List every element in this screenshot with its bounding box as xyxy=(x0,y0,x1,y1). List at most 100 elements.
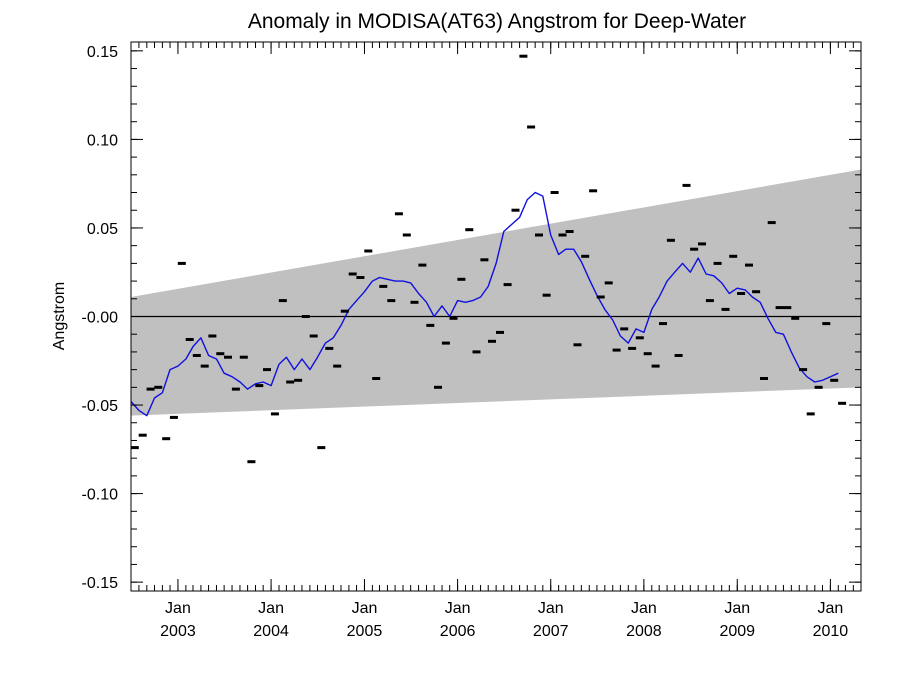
x-tick-month: Jan xyxy=(258,600,284,617)
data-point xyxy=(208,334,217,338)
line-layer xyxy=(130,191,839,417)
y-tick-label: -0.10 xyxy=(82,487,119,504)
data-point xyxy=(760,377,768,380)
x-tick-month: Jan xyxy=(165,600,191,617)
data-point xyxy=(713,261,722,265)
data-point xyxy=(239,355,248,359)
y-tick-label: -0.05 xyxy=(82,398,119,415)
data-point xyxy=(185,338,194,341)
data-point xyxy=(565,230,574,233)
data-point xyxy=(721,307,730,311)
data-point xyxy=(426,323,435,327)
data-point xyxy=(729,254,738,258)
x-tick-month: Jan xyxy=(538,600,564,617)
x-tick-month: Jan xyxy=(724,600,750,617)
data-point xyxy=(418,263,427,267)
data-point xyxy=(814,385,823,389)
data-point xyxy=(192,354,201,357)
x-tick-year: 2010 xyxy=(813,623,849,640)
data-point xyxy=(705,299,714,303)
data-point xyxy=(434,385,442,389)
data-point xyxy=(441,341,450,345)
data-point xyxy=(224,355,232,359)
data-point xyxy=(301,315,310,318)
data-point xyxy=(410,300,419,304)
data-point xyxy=(535,233,543,237)
data-point xyxy=(511,208,520,212)
x-tick-year: 2006 xyxy=(440,623,476,640)
data-point xyxy=(604,281,613,285)
data-point xyxy=(138,433,147,437)
smoothed-line xyxy=(130,191,839,417)
data-point xyxy=(752,290,761,294)
data-point xyxy=(635,336,644,340)
x-tick-month: Jan xyxy=(817,600,843,617)
chart-title: Anomaly in MODISA(AT63) Angstrom for Dee… xyxy=(248,10,746,33)
x-tick-year: 2007 xyxy=(533,623,569,640)
data-point xyxy=(838,401,847,405)
data-point xyxy=(465,228,474,232)
data-point xyxy=(348,272,357,276)
data-point xyxy=(698,242,706,246)
x-tick-year: 2009 xyxy=(719,623,755,640)
data-point xyxy=(457,277,466,281)
x-tick-month: Jan xyxy=(631,600,657,617)
data-point xyxy=(589,189,598,193)
data-point xyxy=(216,352,225,356)
data-point xyxy=(737,292,746,295)
point-layer xyxy=(130,54,847,464)
data-point xyxy=(169,415,178,419)
data-point xyxy=(278,299,287,303)
x-tick-year: 2008 xyxy=(626,623,662,640)
data-point xyxy=(822,322,831,326)
confidence-band xyxy=(131,169,861,416)
data-point xyxy=(659,322,667,326)
data-point xyxy=(767,221,776,225)
data-point xyxy=(255,384,264,388)
data-point xyxy=(799,368,808,372)
data-point xyxy=(162,437,171,441)
data-point xyxy=(263,368,271,372)
data-point xyxy=(830,378,839,382)
x-tick-year: 2004 xyxy=(253,623,289,640)
y-axis-label: Angstrom xyxy=(51,282,68,350)
data-point xyxy=(573,343,582,347)
tick-layer xyxy=(131,42,861,591)
data-point xyxy=(612,348,621,352)
y-tick-label: 0.10 xyxy=(87,132,118,149)
data-point xyxy=(449,316,458,320)
y-tick-label: 0.05 xyxy=(87,221,118,238)
data-point xyxy=(325,346,334,350)
data-point xyxy=(309,334,318,338)
data-point xyxy=(628,346,637,350)
data-point xyxy=(527,125,536,129)
data-point xyxy=(146,387,155,391)
data-point xyxy=(550,191,559,194)
x-tick-year: 2005 xyxy=(347,623,383,640)
data-point xyxy=(666,238,675,242)
data-point xyxy=(231,387,240,391)
x-tick-year: 2003 xyxy=(160,623,196,640)
data-point xyxy=(472,350,481,354)
data-point xyxy=(596,295,605,299)
data-point xyxy=(620,327,629,331)
data-point xyxy=(581,254,590,258)
data-point xyxy=(519,54,528,58)
data-point xyxy=(690,247,699,251)
data-point xyxy=(558,233,567,237)
y-tick-label: -0.00 xyxy=(82,310,119,327)
data-point xyxy=(372,377,381,380)
data-point xyxy=(364,249,373,253)
data-point xyxy=(286,380,295,384)
data-point xyxy=(387,299,396,303)
data-point xyxy=(651,364,660,368)
data-point xyxy=(806,412,815,416)
data-point xyxy=(503,283,512,287)
data-point xyxy=(333,364,342,368)
data-point xyxy=(247,460,256,464)
data-point xyxy=(270,412,279,416)
data-point xyxy=(294,378,303,382)
data-point xyxy=(130,446,139,450)
y-tick-label: 0.15 xyxy=(87,44,118,61)
